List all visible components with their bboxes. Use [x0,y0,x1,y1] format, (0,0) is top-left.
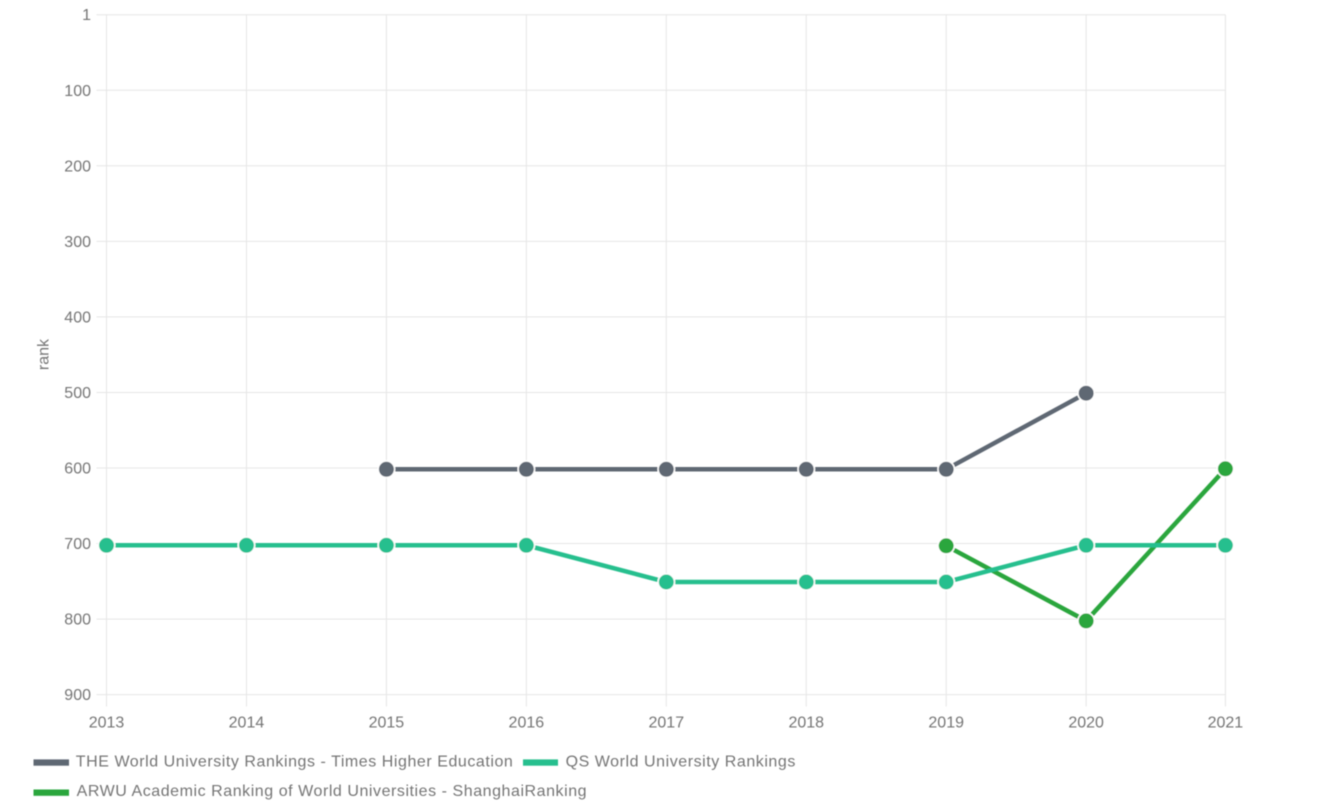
svg-text:QS World University Rankings: QS World University Rankings [566,754,796,771]
svg-text:800: 800 [64,612,91,629]
svg-text:2018: 2018 [788,715,824,732]
svg-text:700: 700 [64,536,91,553]
svg-text:2015: 2015 [369,715,405,732]
svg-text:THE World University Rankings: THE World University Rankings - Times Hi… [76,754,514,771]
svg-text:2020: 2020 [1068,715,1104,732]
svg-text:900: 900 [64,687,91,704]
svg-text:2016: 2016 [509,715,545,732]
svg-text:2019: 2019 [928,715,964,732]
svg-text:200: 200 [64,158,91,175]
svg-text:2014: 2014 [229,715,265,732]
svg-text:2017: 2017 [649,715,685,732]
svg-text:1: 1 [82,7,91,24]
svg-text:400: 400 [64,309,91,326]
svg-text:2021: 2021 [1208,715,1244,732]
svg-text:2013: 2013 [89,715,125,732]
svg-text:rank: rank [36,338,53,370]
svg-text:ARWU Academic Ranking of World: ARWU Academic Ranking of World Universit… [77,783,588,800]
svg-text:500: 500 [64,385,91,402]
svg-text:300: 300 [64,234,91,251]
svg-text:100: 100 [64,83,91,100]
svg-text:600: 600 [64,461,91,478]
